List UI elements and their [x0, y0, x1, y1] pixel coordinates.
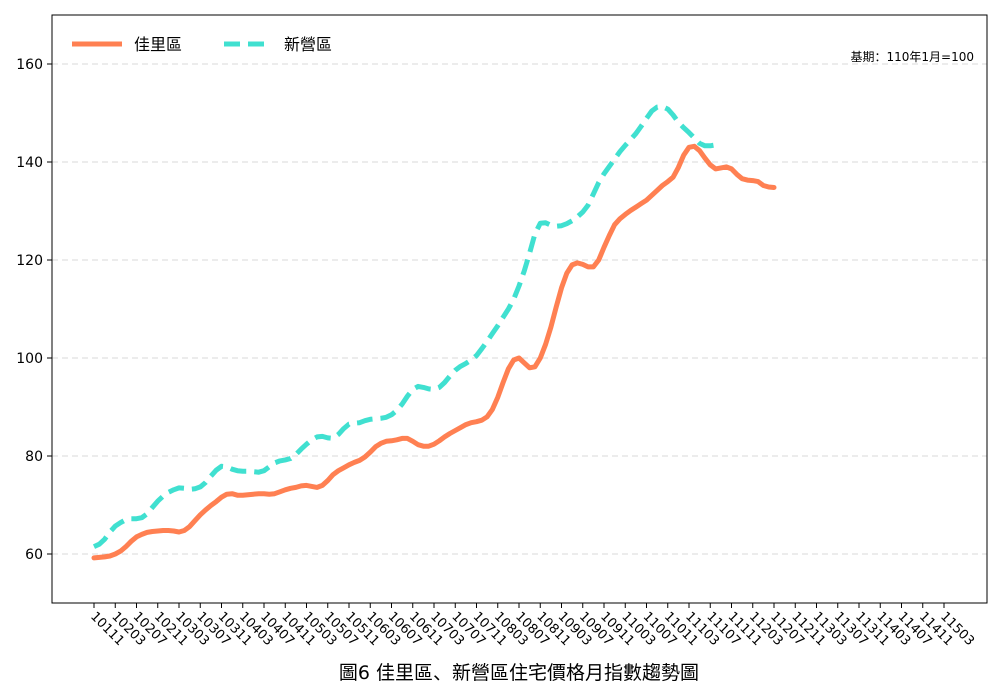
series-line-jiali	[91, 143, 777, 561]
ytick-label-120: 120	[16, 253, 43, 269]
series-layer	[91, 104, 777, 561]
ytick-label-60: 60	[25, 547, 43, 563]
legend: 佳里區 新營區	[72, 35, 332, 54]
x-axis-caption: 圖6 佳里區、新營區住宅價格月指數趨勢圖	[339, 662, 699, 684]
series-line-xinying	[92, 104, 717, 549]
legend-label-jiali: 佳里區	[134, 35, 182, 54]
ytick-label-140: 140	[16, 155, 43, 171]
base-period-annotation: 基期：110年1月=100	[851, 50, 975, 64]
grid	[52, 63, 987, 555]
plot-area	[52, 15, 987, 603]
y-axis: 60 80 100 120 140 160	[16, 57, 52, 563]
ytick-label-80: 80	[25, 449, 43, 465]
ytick-label-100: 100	[16, 351, 43, 367]
ytick-label-160: 160	[16, 57, 43, 73]
x-axis: 1011110203102071021110303103071031110403…	[87, 603, 977, 649]
legend-label-xinying: 新營區	[284, 35, 332, 54]
